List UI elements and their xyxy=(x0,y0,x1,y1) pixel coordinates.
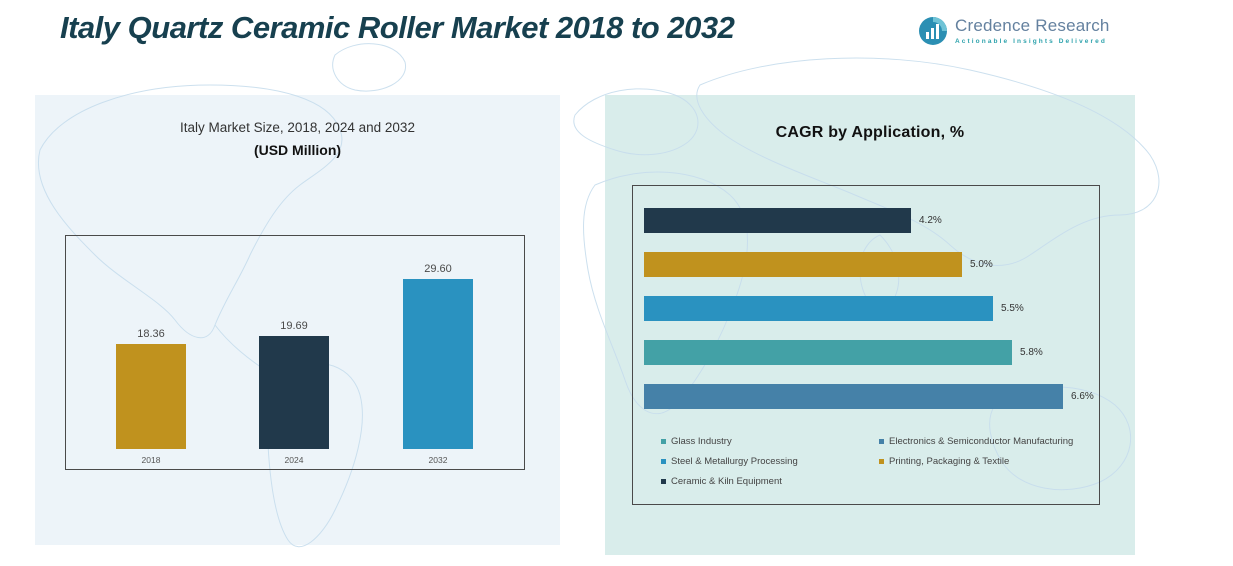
legend-marker xyxy=(879,439,884,444)
legend-item: Glass Industry xyxy=(661,436,879,447)
market-bar-value-label: 19.69 xyxy=(280,320,308,332)
market-bar-value-label: 29.60 xyxy=(424,263,452,275)
legend-label: Steel & Metallurgy Processing xyxy=(671,456,798,467)
cagr-bar-row: 5.0% xyxy=(644,252,1099,277)
page-title: Italy Quartz Ceramic Roller Market 2018 … xyxy=(60,10,735,45)
cagr-bar-row: 5.5% xyxy=(644,296,1099,321)
legend-label: Glass Industry xyxy=(671,436,732,447)
legend-item: Printing, Packaging & Textile xyxy=(879,456,1086,467)
cagr-bar-value-label: 5.8% xyxy=(1020,347,1043,358)
market-bar-value-label: 18.36 xyxy=(137,328,165,340)
brand-logo: Credence Research Actionable Insights De… xyxy=(918,16,1110,46)
market-bar-group: 18.36 xyxy=(116,328,186,449)
legend-item: Ceramic & Kiln Equipment xyxy=(661,476,879,487)
brand-name: Credence Research xyxy=(955,16,1110,35)
cagr-bar-value-label: 5.5% xyxy=(1001,303,1024,314)
cagr-bar xyxy=(644,340,1012,365)
legend-marker xyxy=(661,479,666,484)
cagr-bar-value-label: 4.2% xyxy=(919,215,942,226)
legend-label: Printing, Packaging & Textile xyxy=(889,456,1010,467)
legend-marker xyxy=(879,459,884,464)
cagr-chart-rows: 4.2% 5.0% 5.5% 5.8% 6.6% xyxy=(644,208,1099,428)
market-bar-category-label: 2018 xyxy=(141,455,161,465)
cagr-bar xyxy=(644,208,911,233)
cagr-chart-box: 4.2% 5.0% 5.5% 5.8% 6.6% Glass Industry Elect… xyxy=(632,185,1100,505)
cagr-bar-row: 5.8% xyxy=(644,340,1099,365)
cagr-bar-row: 6.6% xyxy=(644,384,1099,409)
legend-item: Steel & Metallurgy Processing xyxy=(661,456,879,467)
brand-logo-icon xyxy=(919,17,947,45)
cagr-bar xyxy=(644,384,1063,409)
brand-logo-text: Credence Research Actionable Insights De… xyxy=(955,16,1110,45)
cagr-bar-value-label: 5.0% xyxy=(970,259,993,270)
market-chart-titles: Italy Market Size, 2018, 2024 and 2032 (… xyxy=(35,120,560,158)
legend-item: Electronics & Semiconductor Manufacturin… xyxy=(879,436,1086,447)
legend-marker xyxy=(661,459,666,464)
market-bar-group: 19.69 xyxy=(259,320,329,449)
market-bar-category-label: 2032 xyxy=(428,455,448,465)
market-chart-subtitle: (USD Million) xyxy=(253,142,342,158)
legend-marker xyxy=(661,439,666,444)
market-bar-category-label: 2024 xyxy=(284,455,304,465)
cagr-bar-value-label: 6.6% xyxy=(1071,391,1094,402)
cagr-bar-row: 4.2% xyxy=(644,208,1099,233)
market-chart-plot: 18.36 2018 19.69 2024 29.60 2032 xyxy=(65,235,525,470)
cagr-chart-title: CAGR by Application, % xyxy=(775,124,965,141)
legend-label: Ceramic & Kiln Equipment xyxy=(671,476,782,487)
market-bar xyxy=(403,279,473,449)
cagr-legend: Glass Industry Electronics & Semiconducto… xyxy=(661,436,1086,487)
brand-tagline: Actionable Insights Delivered xyxy=(955,38,1107,45)
cagr-bar xyxy=(644,252,962,277)
legend-label: Electronics & Semiconductor Manufacturin… xyxy=(889,436,1074,447)
cagr-bar xyxy=(644,296,993,321)
market-bar xyxy=(116,344,186,449)
market-bar-group: 29.60 xyxy=(403,263,473,449)
market-chart-title: Italy Market Size, 2018, 2024 and 2032 xyxy=(180,120,415,135)
market-bar xyxy=(259,336,329,449)
